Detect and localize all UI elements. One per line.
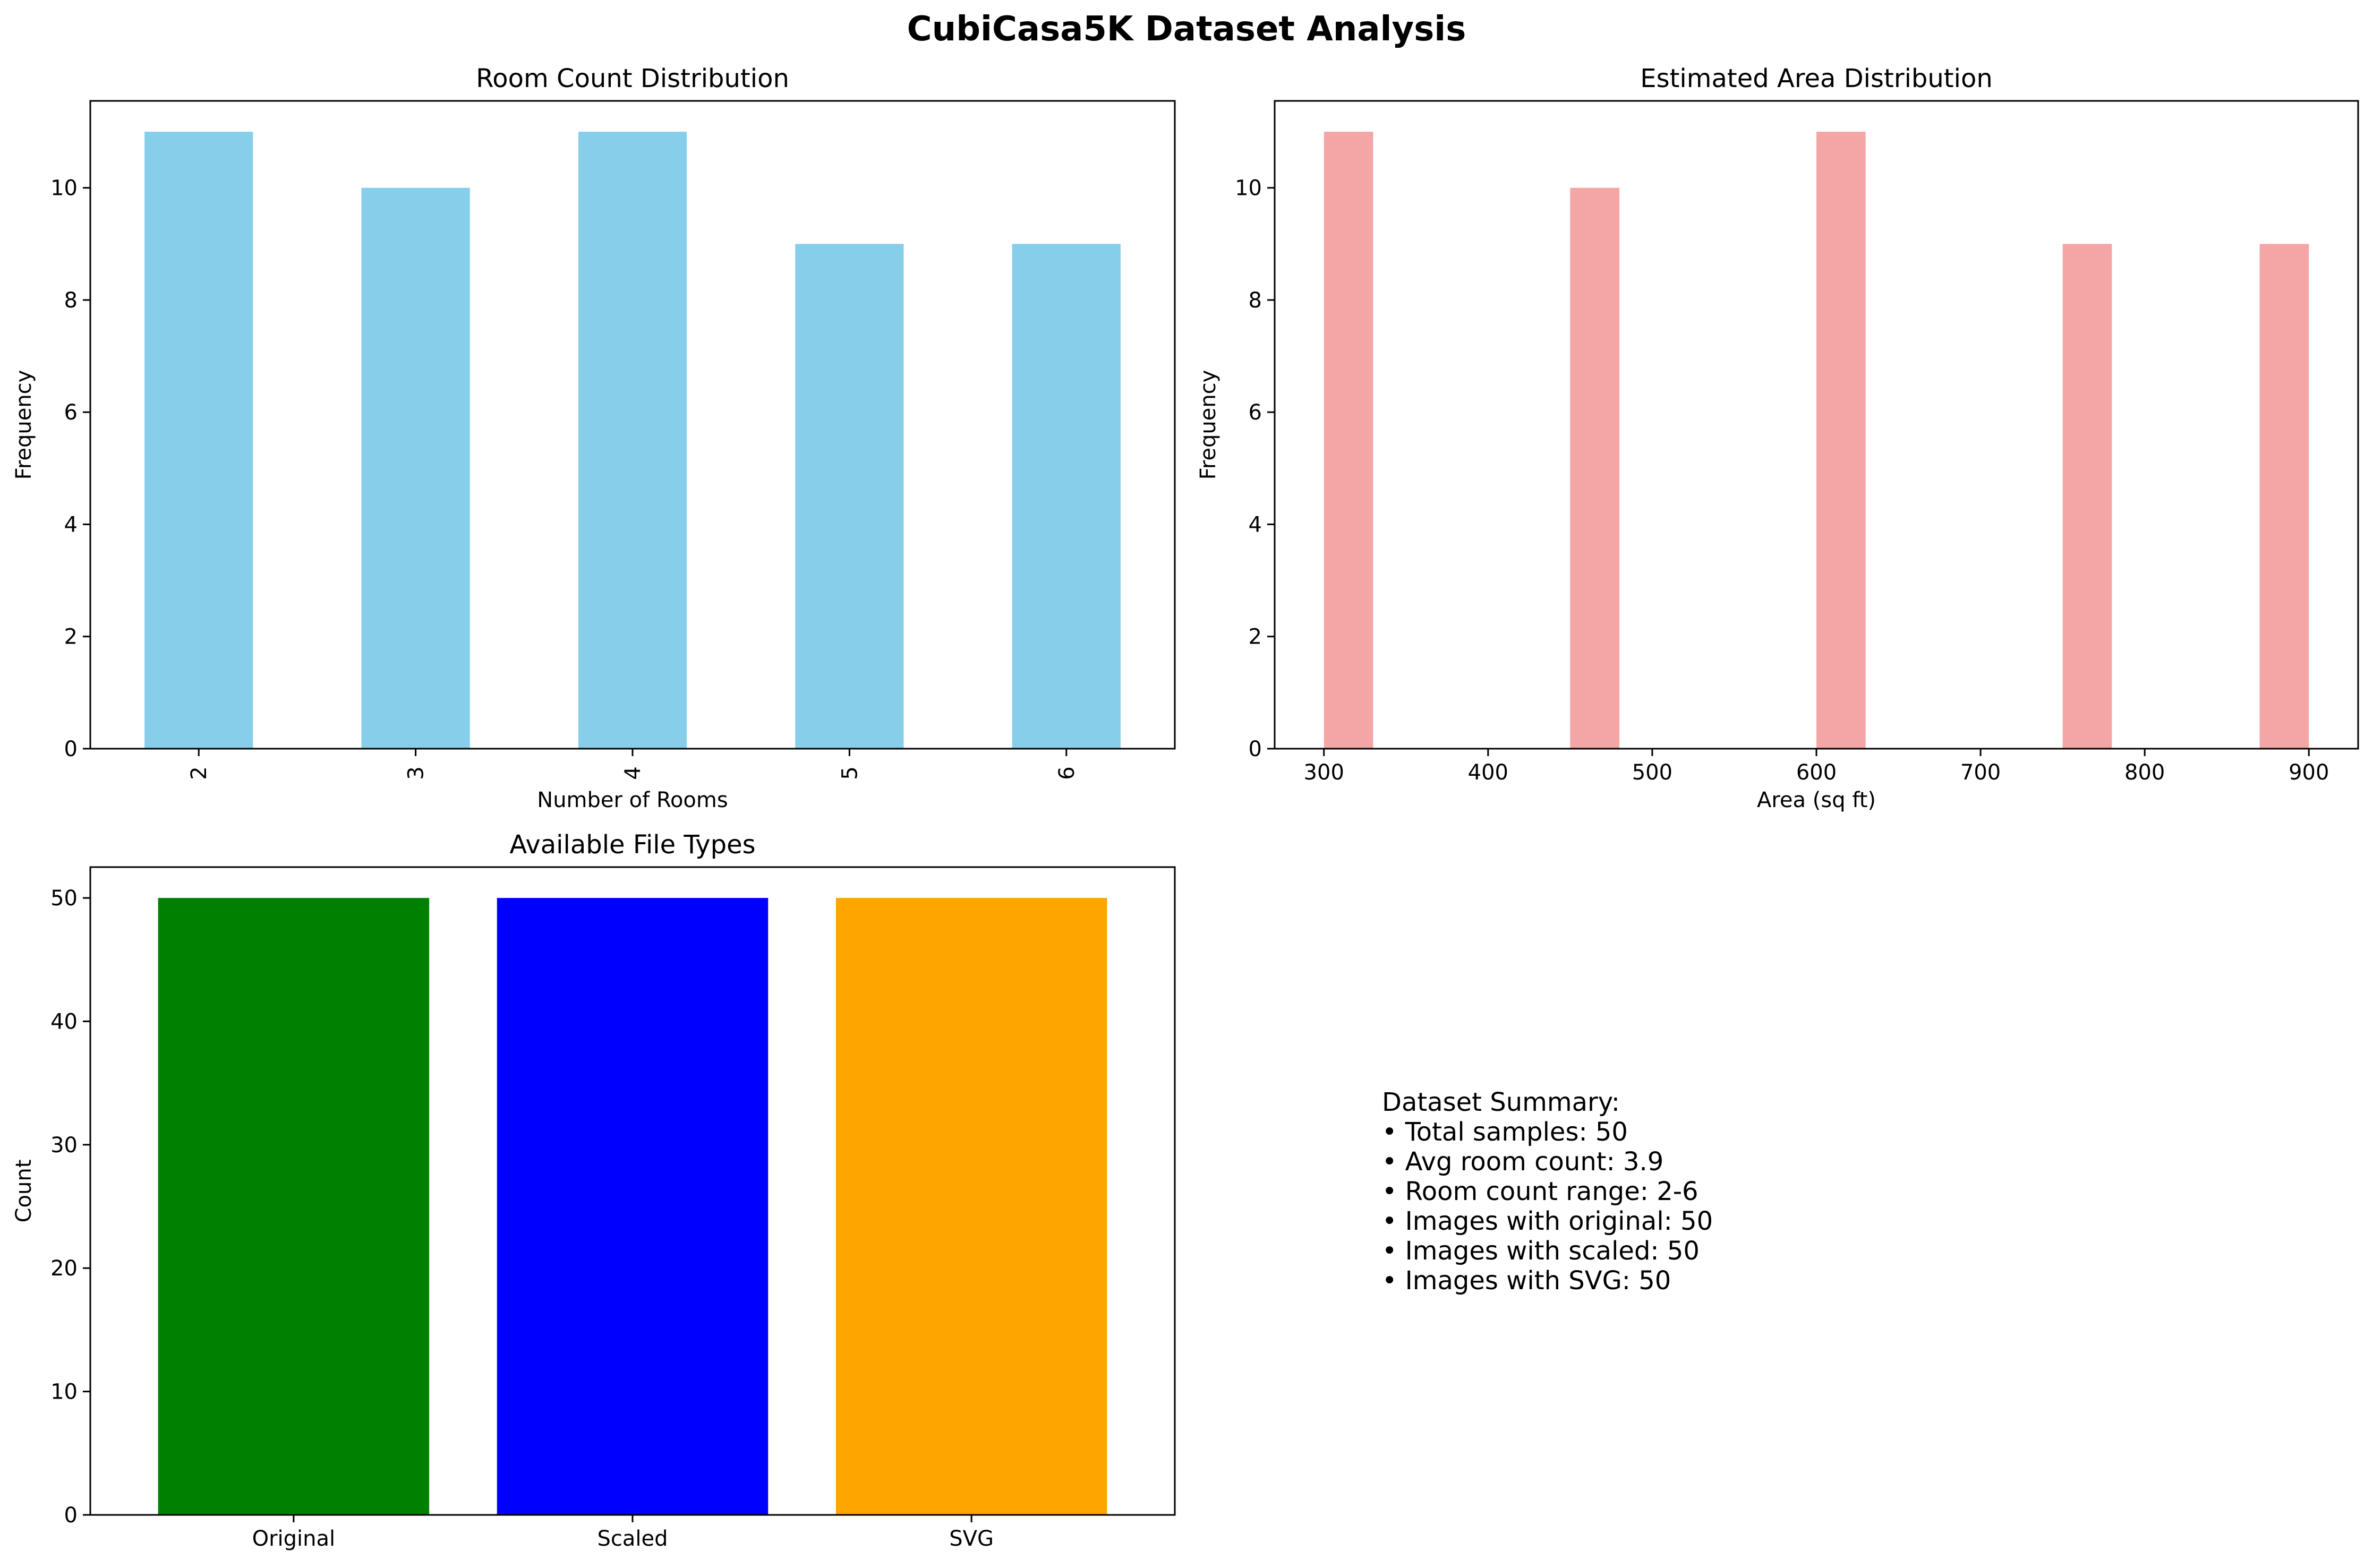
summary-line: • Images with SVG: 50 [1382, 1266, 1671, 1296]
x-tick-label: 700 [1960, 760, 2001, 785]
y-tick-label: 0 [64, 1503, 78, 1528]
y-tick-label: 10 [50, 176, 78, 201]
x-tick-label: Original [252, 1527, 336, 1551]
bar-6 [1012, 244, 1121, 749]
x-axis-label: Area (sq ft) [1757, 788, 1876, 812]
hist-bin-750 [2062, 244, 2112, 749]
y-tick-label: 0 [64, 737, 78, 761]
x-tick-label: Scaled [597, 1527, 668, 1551]
chart-title: Room Count Distribution [476, 64, 789, 93]
figure-title: CubiCasa5K Dataset Analysis [907, 10, 1466, 49]
hist-bin-600 [1816, 132, 1866, 749]
y-tick-label: 10 [1235, 176, 1262, 201]
x-tick-label: SVG [949, 1527, 994, 1551]
summary-line: • Images with scaled: 50 [1382, 1236, 1700, 1266]
x-tick-label: 800 [2124, 760, 2165, 785]
x-tick-label: 300 [1304, 760, 1344, 785]
y-tick-label: 20 [50, 1256, 78, 1281]
dataset-summary: Dataset Summary:• Total samples: 50• Avg… [1382, 1087, 1713, 1296]
x-axis-label: Number of Rooms [537, 788, 728, 812]
summary-line: • Room count range: 2-6 [1382, 1177, 1698, 1206]
summary-line: Dataset Summary: [1382, 1087, 1620, 1117]
bar-original [158, 898, 430, 1515]
y-tick-label: 10 [50, 1380, 78, 1404]
x-tick-label: 6 [1055, 766, 1079, 779]
hist-bin-300 [1324, 132, 1373, 749]
bar-3 [361, 187, 470, 749]
y-tick-label: 6 [64, 400, 78, 425]
y-tick-label: 2 [1249, 625, 1262, 649]
y-tick-label: 6 [1249, 400, 1262, 425]
y-tick-label: 4 [1249, 512, 1262, 537]
bar-5 [795, 244, 904, 749]
x-tick-label: 400 [1468, 760, 1508, 785]
chart-title: Estimated Area Distribution [1640, 64, 1993, 93]
y-tick-label: 0 [1249, 737, 1262, 761]
summary-line: • Total samples: 50 [1382, 1117, 1628, 1147]
bar-2 [144, 132, 253, 749]
chart-title: Available File Types [509, 830, 755, 860]
area-distribution-chart: Estimated Area Distribution Frequency Area… [1196, 64, 2359, 812]
x-tick-label: 3 [404, 766, 429, 779]
y-tick-label: 8 [64, 288, 78, 313]
y-axis-label: Count [12, 1160, 36, 1223]
x-tick-label: 600 [1796, 760, 1837, 785]
x-tick-label: 5 [838, 766, 862, 779]
file-types-chart: Available File Types Count 0 10 20 30 40 50 Orig… [12, 830, 1176, 1551]
x-tick-label: 4 [621, 766, 645, 779]
x-tick-label: 2 [187, 766, 211, 779]
room-count-chart: Room Count Distribution Frequency Number o… [12, 64, 1176, 812]
hist-bin-870 [2259, 244, 2309, 749]
y-axis-label: Frequency [1196, 370, 1220, 480]
bar-scaled [497, 898, 769, 1515]
x-tick-label: 500 [1632, 760, 1672, 785]
y-tick-label: 4 [64, 512, 78, 537]
summary-line: • Images with original: 50 [1382, 1206, 1713, 1236]
hist-bin-450 [1570, 187, 1620, 749]
y-tick-label: 50 [50, 886, 78, 911]
y-tick-label: 40 [50, 1009, 78, 1034]
y-tick-label: 30 [50, 1133, 78, 1158]
y-tick-label: 8 [1249, 288, 1262, 313]
y-axis-label: Frequency [12, 370, 36, 480]
x-tick-label: 900 [2289, 760, 2329, 785]
summary-line: • Avg room count: 3.9 [1382, 1147, 1663, 1177]
bar-svg [835, 898, 1107, 1515]
bar-4 [578, 132, 687, 749]
y-tick-label: 2 [64, 625, 78, 649]
